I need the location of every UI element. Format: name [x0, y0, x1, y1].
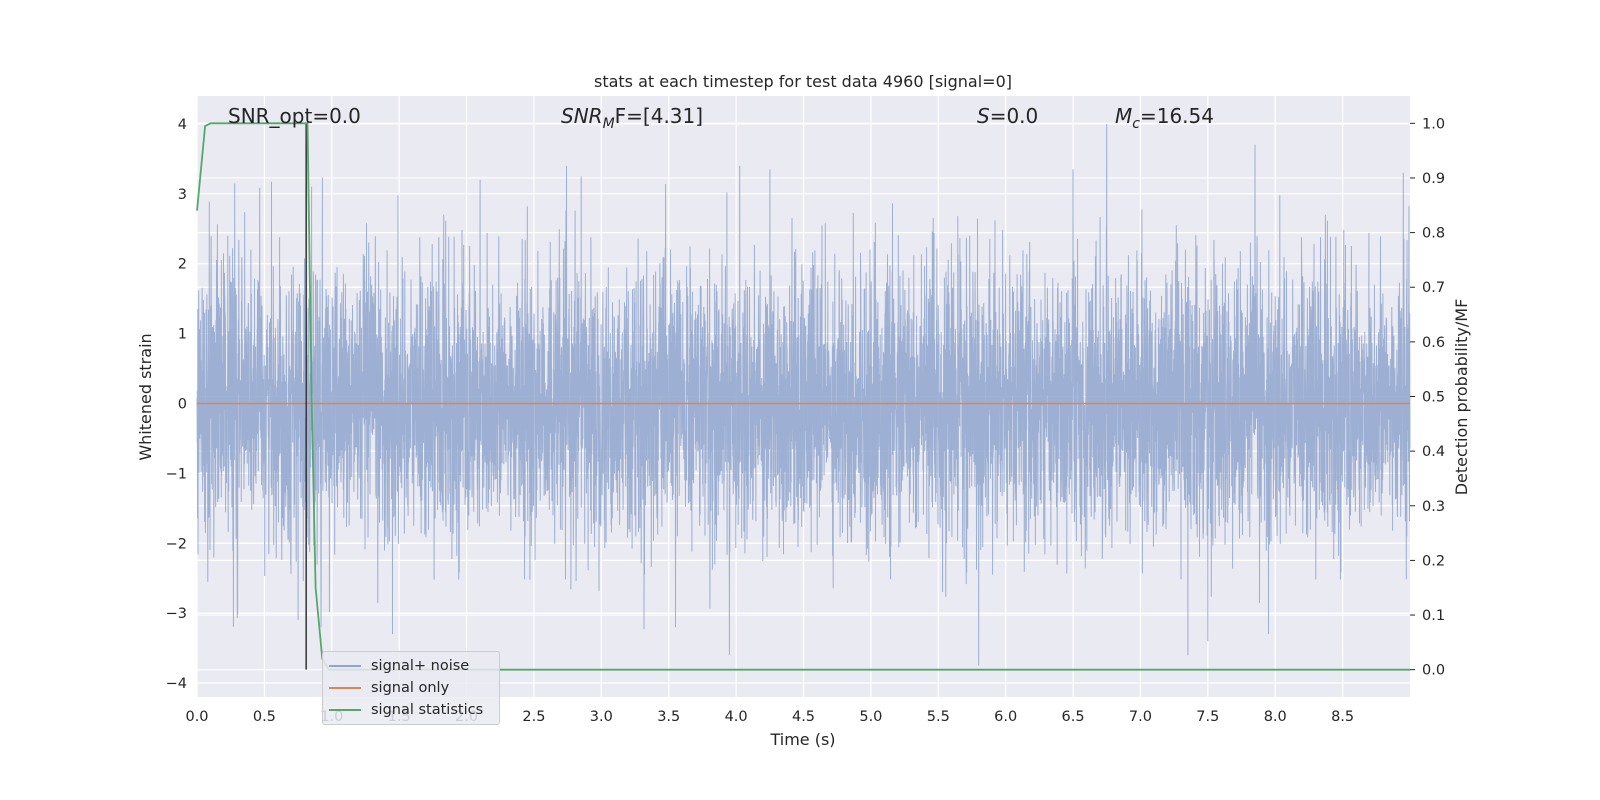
y2-tick-label: 0.9: [1422, 171, 1445, 187]
y-tick-label: 3: [178, 187, 187, 203]
signal-noise-line: [196, 123, 1411, 666]
x-tick-label: 6.0: [994, 709, 1017, 725]
y2-tick-label: 0.2: [1422, 553, 1445, 569]
chart-title: stats at each timestep for test data 496…: [594, 72, 1012, 91]
y2-tick-label: 0.7: [1422, 280, 1445, 296]
annotation-snr-mf-symbol: SNR: [561, 104, 603, 128]
legend-swatch-signal-statistics: [329, 709, 361, 711]
x-tick-label: 4.0: [725, 709, 748, 725]
y-axis-ticks: 4 3 2 1 0 −1 −2 −3 −4: [166, 117, 187, 692]
x-tick-label: 2.5: [522, 709, 545, 725]
y2-tick-label: 0.1: [1422, 608, 1445, 624]
y-tick-label: −2: [166, 536, 187, 552]
annotation-snr-opt: SNR_opt=0.0: [228, 104, 361, 128]
y-tick-label: −1: [166, 466, 187, 482]
legend-item-signal-noise: signal+ noise: [329, 656, 469, 676]
y2-axis-label: Detection probability/MF: [1452, 299, 1471, 496]
annotation-snr-mf-value: F=[4.31]: [615, 104, 703, 128]
y2-tick-label: 0.3: [1422, 499, 1445, 515]
x-tick-label: 5.5: [927, 709, 950, 725]
x-tick-label: 0.0: [185, 709, 208, 725]
x-tick-label: 3.0: [590, 709, 613, 725]
x-tick-label: 5.0: [859, 709, 882, 725]
legend: signal+ noise signal only signal statist…: [322, 651, 500, 725]
y-tick-label: −3: [166, 606, 187, 622]
x-axis-label: Time (s): [769, 730, 835, 749]
y-tick-label: 4: [178, 117, 187, 133]
y2-tick-label: 0.0: [1422, 663, 1445, 679]
y2-tick-label: 0.5: [1422, 390, 1445, 406]
x-tick-label: 7.5: [1196, 709, 1219, 725]
x-tick-label: 6.5: [1062, 709, 1085, 725]
y2-tick-label: 0.8: [1422, 226, 1445, 242]
annotation-s: S=0.0: [977, 104, 1038, 128]
x-tick-label: 3.5: [657, 709, 680, 725]
annotation-snr-mf: SNRMF=[4.31]: [561, 104, 703, 132]
x-tick-label: 0.5: [253, 709, 276, 725]
annotation-s-value: =0.0: [990, 104, 1039, 128]
y-axis-label: Whitened strain: [136, 333, 155, 460]
annotation-mc-symbol: M: [1115, 104, 1132, 128]
legend-swatch-signal-noise: [329, 665, 361, 667]
x-tick-label: 8.0: [1264, 709, 1287, 725]
y-tick-label: 0: [178, 396, 187, 412]
y-tick-label: 1: [178, 327, 187, 343]
x-tick-label: 8.5: [1331, 709, 1354, 725]
y-tick-label: −4: [166, 676, 187, 692]
x-tick-label: 7.0: [1129, 709, 1152, 725]
legend-item-signal-statistics: signal statistics: [329, 700, 483, 720]
annotation-snr-mf-subscript: M: [603, 116, 615, 132]
legend-item-signal-only: signal only: [329, 678, 449, 698]
signal-statistics-line: [196, 122, 1410, 671]
legend-label-signal-statistics: signal statistics: [371, 702, 484, 718]
y-tick-label: 2: [178, 257, 187, 273]
y2-tick-label: 1.0: [1422, 116, 1445, 132]
annotation-mc-subscript: c: [1132, 116, 1140, 132]
annotation-mc: Mc=16.54: [1115, 104, 1214, 132]
annotation-mc-value: =16.54: [1140, 104, 1214, 128]
annotation-s-symbol: S: [977, 104, 990, 128]
legend-label-signal-noise: signal+ noise: [371, 658, 470, 674]
legend-swatch-signal-only: [329, 687, 361, 689]
y2-tick-label: 0.6: [1422, 335, 1445, 351]
overlay-series: [196, 122, 1410, 671]
x-tick-label: 4.5: [792, 709, 815, 725]
y2-axis-ticks: 1.0 0.9 0.8 0.7 0.6 0.5 0.4 0.3 0.2 0.1 0.0: [1410, 116, 1445, 679]
y2-tick-label: 0.4: [1422, 444, 1445, 460]
legend-label-signal-only: signal only: [371, 680, 450, 696]
signal-noise-series: [196, 123, 1411, 666]
